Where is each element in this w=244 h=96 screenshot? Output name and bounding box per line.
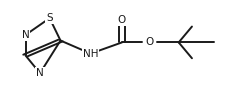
Text: N: N [36,68,44,78]
Text: N: N [22,30,29,40]
Text: O: O [118,15,126,25]
Text: S: S [46,13,53,23]
Text: O: O [146,37,154,47]
Text: NH: NH [83,49,98,59]
